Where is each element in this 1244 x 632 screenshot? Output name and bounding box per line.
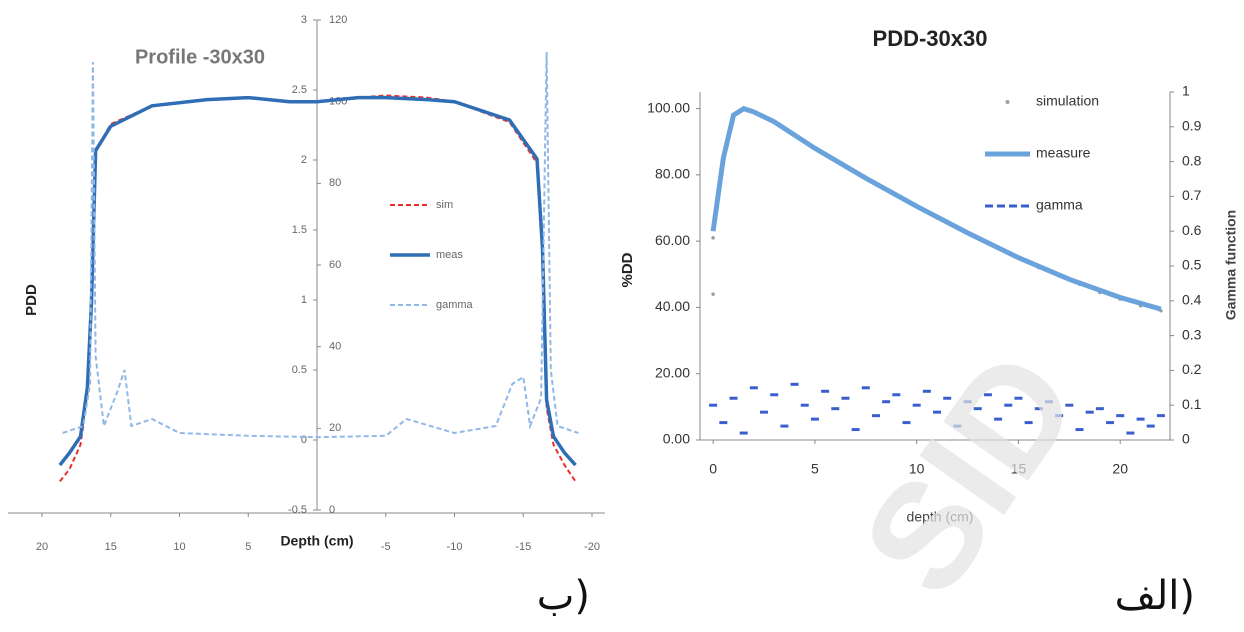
x-axis-label: depth (cm) [907,509,974,525]
x-tick-label: 20 [36,541,48,553]
legend-marker [1005,100,1010,104]
y2-tick-label: 0.9 [1182,118,1202,134]
y2-tick-label: 0.4 [1182,292,1202,308]
y2-tick-label: 0.6 [1182,222,1202,238]
caption: ب) [537,573,590,619]
y2-tick-label: 0.7 [1182,187,1202,203]
data-point [711,236,715,240]
y2-tick-label: 20 [329,422,341,434]
y-tick-label: 1 [301,294,307,306]
series-line [62,52,579,439]
y-tick-label: 100.00 [647,99,690,115]
y-tick-label: 0 [301,434,307,446]
y2-tick-label: 40 [329,341,341,353]
y2-tick-label: 0.1 [1182,396,1202,412]
y-tick-label: 80.00 [655,166,690,182]
legend-label: gamma [1036,197,1083,213]
y2-tick-label: 80 [329,177,341,189]
x-tick-label: 15 [1011,461,1027,477]
y2-tick-label: 0.2 [1182,361,1202,377]
watermark: SID [829,322,1110,623]
y2-tick-label: 0 [1182,431,1190,447]
y2-tick-label: 0.8 [1182,152,1202,168]
y2-tick-label: 0 [329,504,335,516]
y2-tick-label: 1 [1182,83,1190,99]
y2-tick-label: 120 [329,14,347,26]
y-tick-label: 40.00 [655,298,690,314]
x-tick-label: 5 [245,541,251,553]
y-tick-label: 60.00 [655,232,690,248]
y2-tick-label: 0.5 [1182,257,1202,273]
x-axis-label: Depth (cm) [280,533,353,549]
y-tick-label: 3 [301,14,307,26]
caption: الف) [1115,573,1195,619]
legend-label: measure [1036,145,1091,161]
chart-title: PDD-30x30 [873,26,988,51]
y-axis-label: %DD [619,252,636,287]
y-tick-label: 0.00 [663,431,690,447]
y-tick-label: -0.5 [288,504,307,516]
legend-label: sim [436,199,453,211]
x-tick-label: -20 [584,541,600,553]
legend-label: gamma [436,299,474,311]
x-tick-label: -5 [381,541,391,553]
y-tick-label: 20.00 [655,364,690,380]
y-tick-label: 0.5 [292,364,307,376]
data-point [711,292,715,296]
legend-label: simulation [1036,93,1099,109]
legend-label: meas [436,249,463,261]
x-tick-label: 5 [811,461,819,477]
y-tick-label: 2 [301,154,307,166]
series-line [58,95,577,467]
x-tick-label: 20 [1112,461,1128,477]
y2-tick-label: 0.3 [1182,326,1202,342]
y-tick-label: 2.5 [292,84,307,96]
y2-axis-label: Gamma function [1223,210,1239,320]
y-tick-label: 1.5 [292,224,307,236]
x-tick-label: 15 [105,541,117,553]
x-tick-label: 10 [173,541,185,553]
x-tick-label: 0 [709,461,717,477]
x-tick-label: -15 [515,541,531,553]
x-tick-label: -10 [447,541,463,553]
series-line [710,105,1162,312]
x-tick-label: 10 [909,461,925,477]
y2-tick-label: 60 [329,259,341,271]
y-axis-label: PDD [23,284,40,316]
chart: Profile -30x30 -0.5 0 0.5 1 1.5 2 2.5 3 0 20 40 60 80… [8,14,605,619]
chart-title: Profile -30x30 [135,46,265,68]
chart: PDD-30x30 0.00 20.00 40.00 60.00 80.00 100.00 0… [619,26,1239,624]
